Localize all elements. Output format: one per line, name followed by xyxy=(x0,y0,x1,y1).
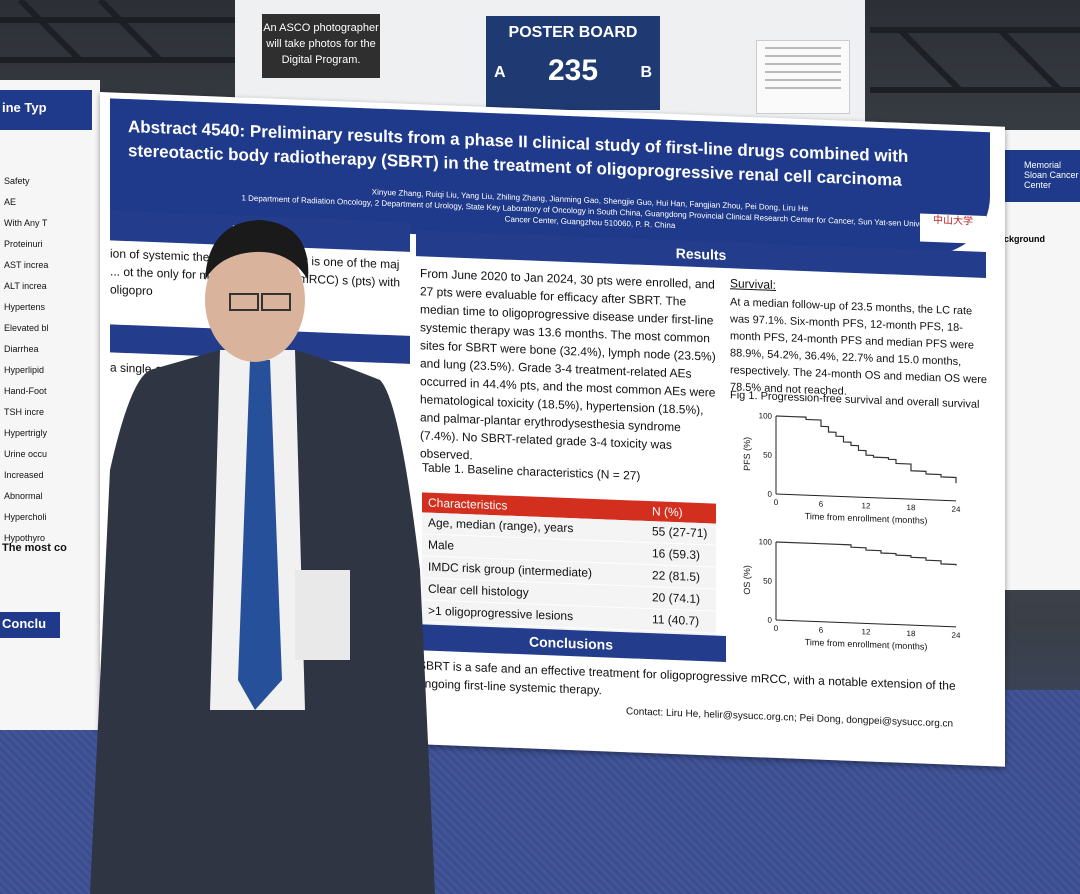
pfs-chart: 0 6 12 18 24 0 50 100 PFS (%) Time from enrollmen… xyxy=(742,411,961,526)
survival-curve xyxy=(776,415,957,484)
poster-board-side-a: A xyxy=(494,64,506,81)
presenter-person xyxy=(90,220,435,894)
asco-photographer-sign: An ASCO photographer will take photos fo… xyxy=(262,14,380,78)
table-cell-value: 55 (27-71) xyxy=(652,524,708,541)
poster-board-number: 235 xyxy=(547,54,599,87)
left-poster-item: TSH incre xyxy=(4,407,45,417)
left-poster-item: AE xyxy=(4,197,17,207)
left-poster-most-common: The most co xyxy=(2,542,67,554)
instruction-sheet xyxy=(756,40,850,114)
right-poster-section: ckground xyxy=(1004,234,1046,244)
table-cell-characteristic: IMDC risk group (intermediate) xyxy=(428,559,593,580)
left-poster-item: Diarrhea xyxy=(4,344,39,354)
table-cell-characteristic: >1 oligoprogressive lesions xyxy=(428,603,574,624)
x-tick-label: 12 xyxy=(862,501,871,510)
poster-board-sign: POSTER BOARD A 235 B xyxy=(486,16,660,110)
results-text: From June 2020 to Jan 2024, 30 pts were … xyxy=(420,266,716,463)
survival-label: Survival: xyxy=(730,276,777,292)
x-tick-label: 6 xyxy=(819,500,824,509)
y-tick-label: 100 xyxy=(759,537,773,547)
x-axis xyxy=(776,619,956,628)
left-poster-item: Hypertens xyxy=(4,302,46,312)
x-tick-label: 18 xyxy=(907,503,916,512)
x-tick-label: 0 xyxy=(774,498,779,507)
left-poster-item: Hand-Foot xyxy=(4,386,47,396)
x-tick-label: 24 xyxy=(952,505,961,514)
y-tick-label: 100 xyxy=(759,411,773,421)
x-tick-label: 6 xyxy=(819,626,824,635)
y-tick-label: 0 xyxy=(768,616,773,625)
ceiling-truss xyxy=(0,0,1080,93)
table-cell-value: 22 (81.5) xyxy=(652,568,701,585)
left-neighbor-poster: ine Typ Safety AE With Any T Proteinuri AST … xyxy=(0,80,100,730)
table-cell-characteristic: Clear cell histology xyxy=(428,581,529,600)
left-poster-item: Urine occu xyxy=(4,449,48,459)
left-poster-item: Hyperlipid xyxy=(4,365,45,375)
y-axis-label: PFS (%) xyxy=(742,437,752,471)
main-poster: Abstract 4540: Preliminary results from … xyxy=(100,92,1005,767)
left-poster-item: Hypothyro xyxy=(4,533,46,543)
left-poster-item: Hypercholi xyxy=(4,512,47,522)
x-axis-label: Time from enrollment (months) xyxy=(805,637,928,652)
conclusions-text: SBRT is a safe and an effective treatmen… xyxy=(418,658,956,698)
table-cell-value: 20 (74.1) xyxy=(652,590,701,607)
left-poster-item: Elevated bl xyxy=(4,323,49,333)
left-poster-item: Proteinuri xyxy=(4,239,43,249)
sysu-logo: 中山大学 xyxy=(920,213,986,245)
table-header-n: N (%) xyxy=(652,504,683,520)
table-header-characteristics: Characteristics xyxy=(428,495,508,513)
right-poster-header: Memorial Sloan Cancer Center xyxy=(1002,150,1080,202)
x-tick-label: 18 xyxy=(907,629,916,638)
left-poster-conclusion-header: Conclu xyxy=(0,612,60,638)
left-poster-item: Increased xyxy=(4,470,44,480)
x-axis-label: Time from enrollment (months) xyxy=(805,511,928,526)
x-axis xyxy=(776,493,956,502)
left-poster-item: Hypertrigly xyxy=(4,428,48,438)
os-chart: 0 6 12 18 24 0 50 100 OS (%) Time from enrollment… xyxy=(742,537,961,652)
table-cell-value: 16 (59.3) xyxy=(652,546,701,563)
table-cell-value: 11 (40.7) xyxy=(652,612,700,629)
name-badge xyxy=(295,570,350,660)
y-tick-label: 0 xyxy=(768,490,773,499)
left-poster-item: AST increa xyxy=(4,260,49,270)
x-tick-label: 0 xyxy=(774,624,779,633)
poster-board-label: POSTER BOARD xyxy=(508,24,638,41)
left-poster-header: ine Typ xyxy=(0,90,92,130)
y-axis-label: OS (%) xyxy=(742,565,752,595)
left-poster-item: Safety xyxy=(4,176,30,186)
x-tick-label: 12 xyxy=(862,627,871,636)
right-neighbor-poster: Memorial Sloan Cancer Center ckground xyxy=(998,130,1080,590)
y-tick-label: 50 xyxy=(763,450,772,459)
left-poster-item: Abnormal xyxy=(4,491,43,501)
left-poster-item: ALT increa xyxy=(4,281,47,291)
survival-curve xyxy=(776,541,957,566)
left-poster-item: With Any T xyxy=(4,218,48,228)
table-cell-characteristic: Age, median (range), years xyxy=(428,515,574,536)
poster-board-side-b: B xyxy=(640,64,652,81)
y-tick-label: 50 xyxy=(763,576,772,585)
x-tick-label: 24 xyxy=(952,631,961,640)
